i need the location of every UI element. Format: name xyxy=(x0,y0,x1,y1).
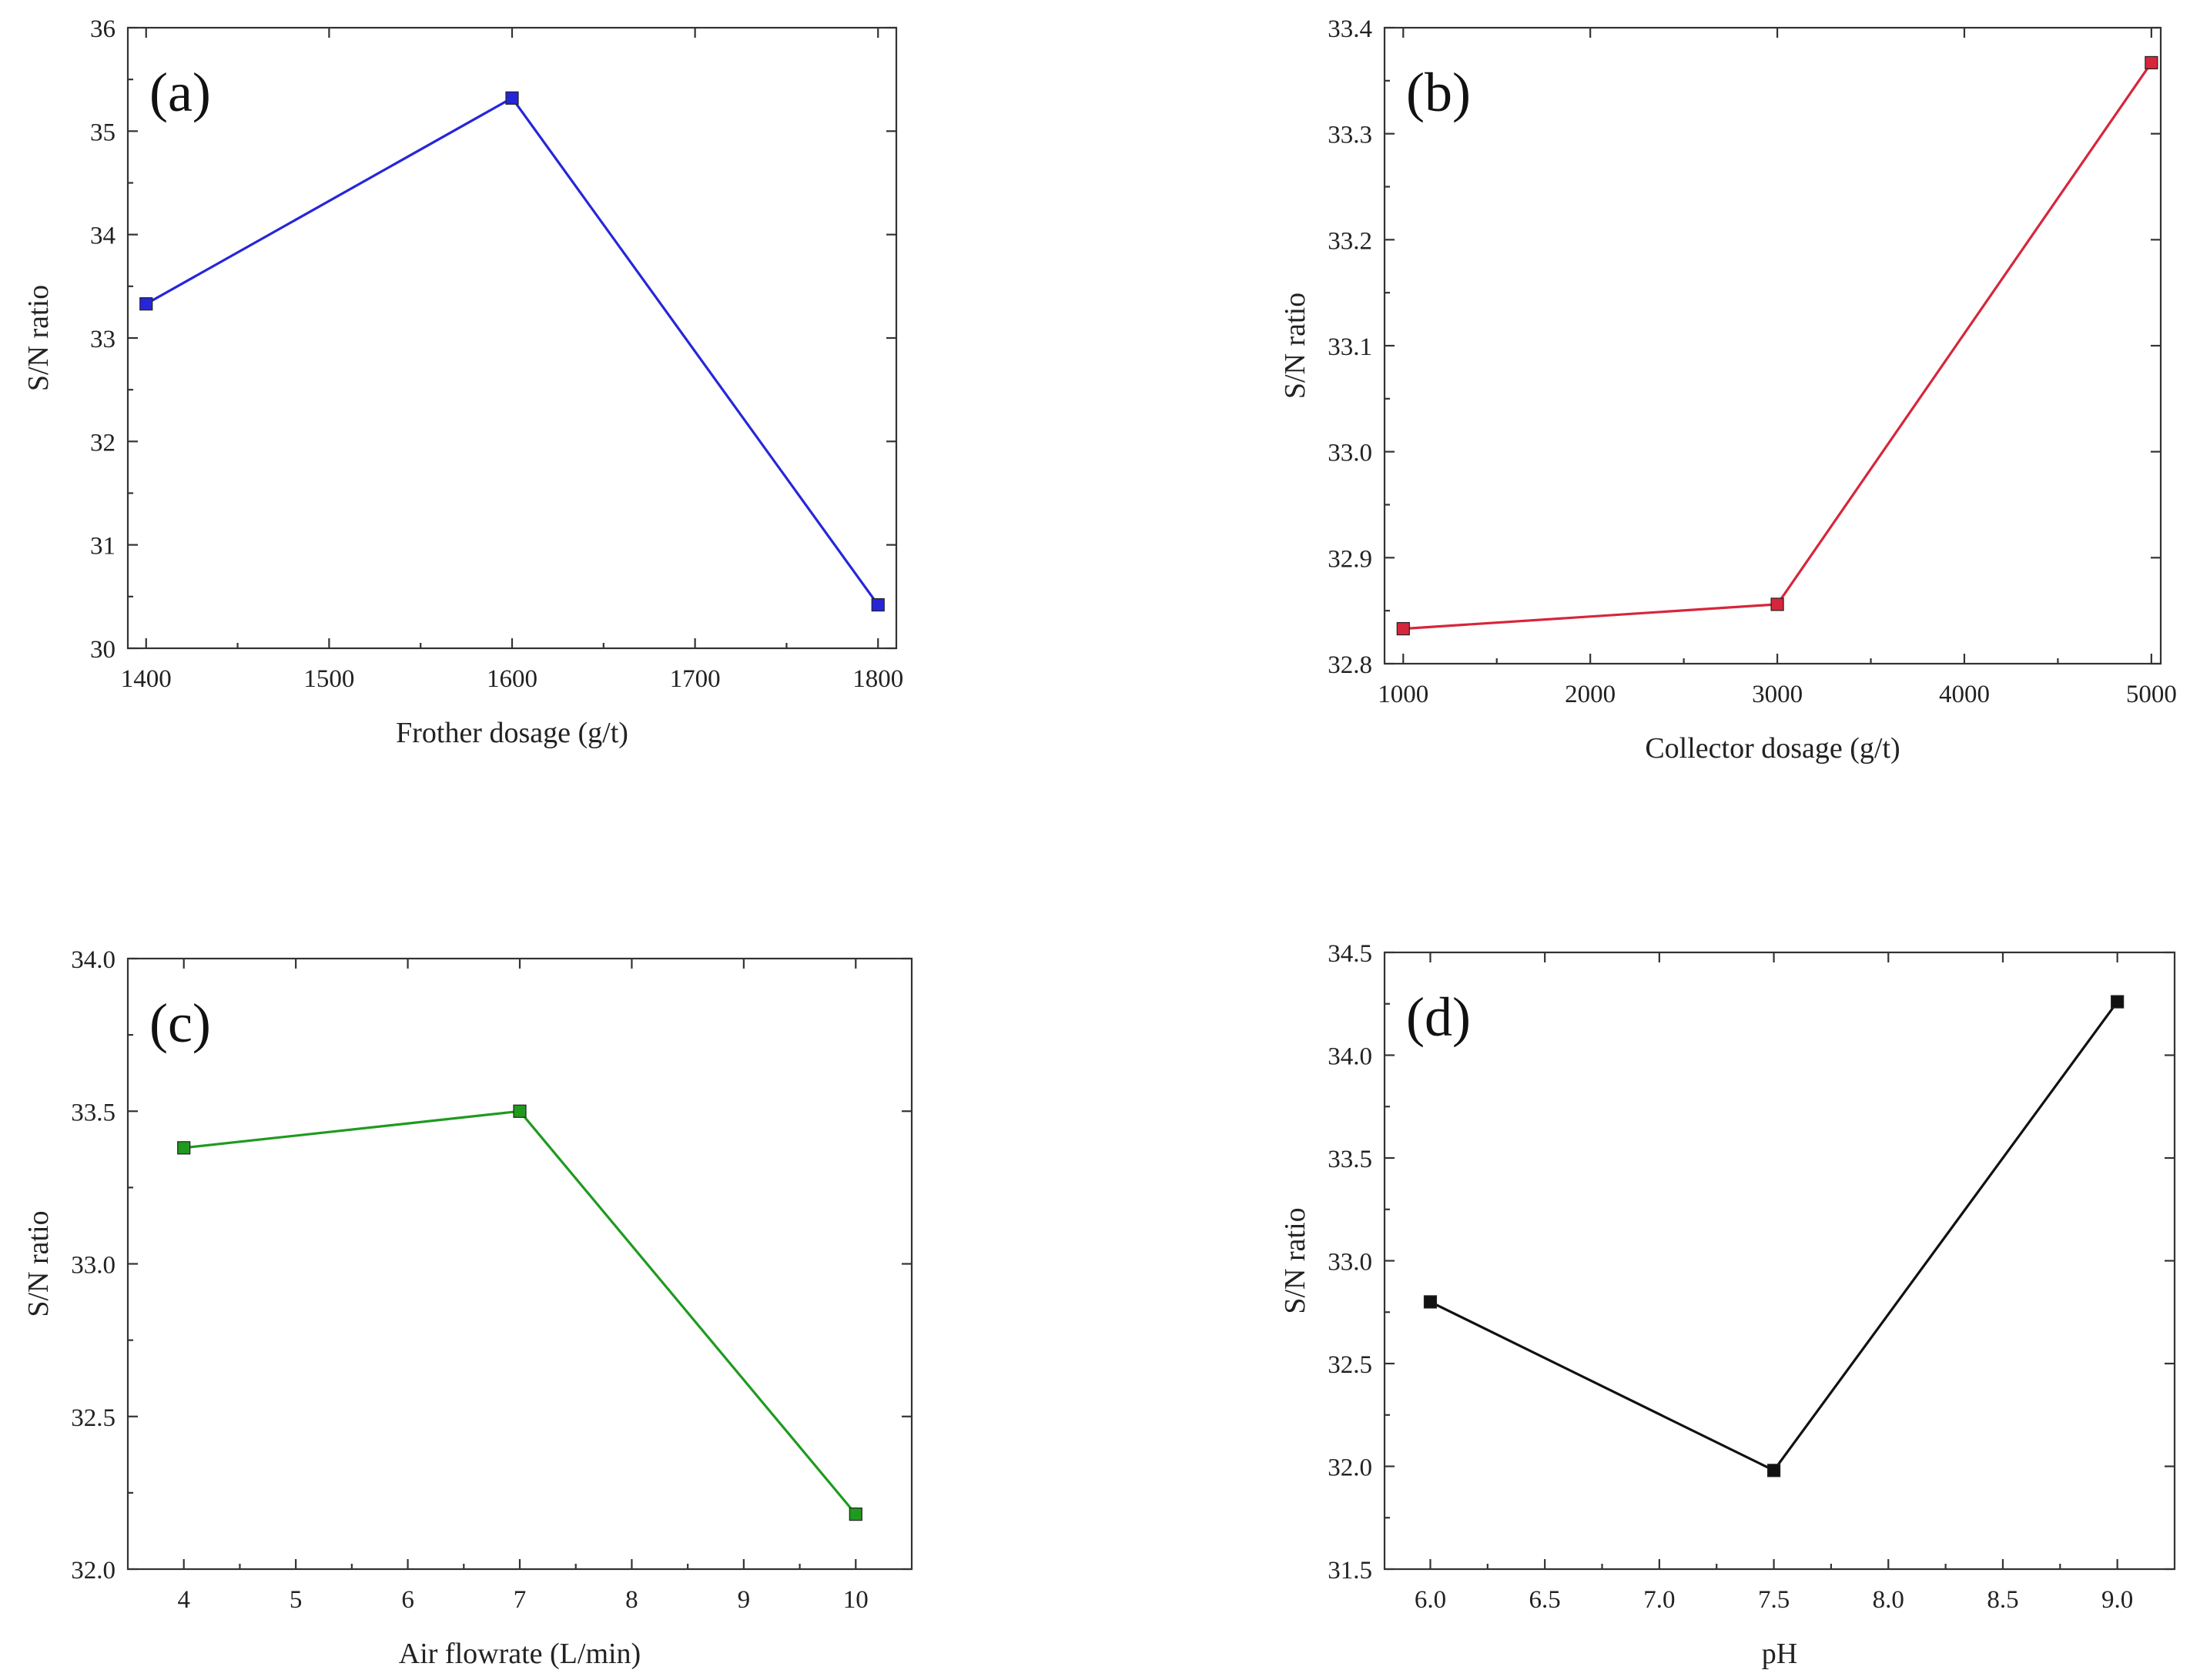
y-tick-label: 33.0 xyxy=(1328,440,1372,467)
chart-panel: 31.5 32.0 32.5 33.0 33.5 34.0 34.5 6.0 6.5 7.0 7.5… xyxy=(1279,940,2176,1670)
y-tick-label: 33.3 xyxy=(1328,122,1372,149)
x-tick-label: 5 xyxy=(290,1586,303,1614)
y-tick-label: 31 xyxy=(90,533,116,561)
x-tick-label: 1000 xyxy=(1378,681,1428,708)
data-point-marker xyxy=(1770,597,1784,611)
y-tick-label: 33.5 xyxy=(71,1099,116,1126)
y-axis-title: S/N ratio xyxy=(22,285,55,391)
y-axis-title: S/N ratio xyxy=(1279,293,1311,399)
y-tick-label: 35 xyxy=(90,119,116,146)
y-tick-label: 33.5 xyxy=(1328,1146,1372,1173)
x-tick-label: 9.0 xyxy=(2101,1586,2133,1614)
x-tick-label: 1400 xyxy=(121,665,172,693)
x-axis-title: Frother dosage (g/t) xyxy=(396,717,628,749)
panel-label: (c) xyxy=(149,992,211,1054)
x-tick-label: 8.5 xyxy=(1987,1586,2018,1614)
y-tick-label: 33.4 xyxy=(1328,15,1372,43)
y-tick-label: 32.0 xyxy=(71,1557,116,1585)
y-axis-title: S/N ratio xyxy=(1279,1207,1311,1314)
x-axis-title: Air flowrate (L/min) xyxy=(399,1638,641,1670)
y-tick-label: 32.9 xyxy=(1328,545,1372,573)
x-tick-label: 6 xyxy=(401,1586,414,1614)
x-tick-label: 6.5 xyxy=(1529,1586,1561,1614)
data-point-marker xyxy=(177,1141,191,1155)
y-tick-label: 34 xyxy=(90,223,116,250)
data-point-marker xyxy=(513,1104,527,1118)
y-tick-label: 33.1 xyxy=(1328,333,1372,361)
data-point-marker xyxy=(871,597,885,612)
y-tick-label: 30 xyxy=(90,636,116,664)
x-axis-title: pH xyxy=(1762,1638,1797,1670)
data-point-marker xyxy=(849,1508,862,1521)
data-point-marker xyxy=(505,91,519,105)
data-point-marker xyxy=(2111,995,2125,1009)
y-tick-label: 36 xyxy=(90,15,116,43)
x-tick-label: 1800 xyxy=(852,665,903,693)
data-point-marker xyxy=(1423,1295,1438,1309)
x-tick-label: 2000 xyxy=(1565,681,1616,708)
x-tick-label: 3000 xyxy=(1752,681,1803,708)
y-tick-label: 32 xyxy=(90,429,116,457)
data-point-marker xyxy=(139,297,153,311)
x-tick-label: 6.0 xyxy=(1415,1586,1446,1614)
x-tick-label: 1700 xyxy=(670,665,721,693)
x-tick-label: 1600 xyxy=(487,665,537,693)
x-tick-label: 7.5 xyxy=(1758,1586,1790,1614)
x-tick-label: 7.0 xyxy=(1643,1586,1675,1614)
y-tick-label: 33.0 xyxy=(1328,1249,1372,1277)
y-tick-label: 33.2 xyxy=(1328,227,1372,255)
panel-label: (d) xyxy=(1406,986,1471,1048)
data-point-marker xyxy=(1396,621,1410,636)
y-tick-label: 32.5 xyxy=(1328,1351,1372,1379)
x-tick-label: 5000 xyxy=(2126,681,2177,708)
panel-label: (b) xyxy=(1406,62,1471,123)
x-tick-label: 8.0 xyxy=(1873,1586,1904,1614)
x-tick-label: 4 xyxy=(177,1586,190,1614)
chart-panel: 32.0 32.5 33.0 33.5 34.0 4 5 6 7 8 9 10 Air flowrate… xyxy=(22,946,913,1670)
x-tick-label: 10 xyxy=(843,1586,869,1614)
panel-label: (a) xyxy=(149,62,211,123)
y-tick-label: 34.0 xyxy=(1328,1043,1372,1071)
x-tick-label: 7 xyxy=(514,1586,527,1614)
y-tick-label: 32.0 xyxy=(1328,1454,1372,1482)
y-tick-label: 32.8 xyxy=(1328,651,1372,679)
x-axis-title: Collector dosage (g/t) xyxy=(1645,732,1900,765)
y-tick-label: 32.5 xyxy=(71,1404,116,1432)
data-point-marker xyxy=(2145,55,2158,70)
y-tick-label: 31.5 xyxy=(1328,1557,1372,1585)
chart-panel: 30 31 32 33 34 35 36 1400 1500 1600 1700 1800 Frothe… xyxy=(22,15,903,749)
x-tick-label: 8 xyxy=(625,1586,638,1614)
y-tick-label: 33.0 xyxy=(71,1252,116,1280)
data-point-marker xyxy=(1766,1464,1781,1478)
y-tick-label: 34.0 xyxy=(71,946,116,974)
x-tick-label: 4000 xyxy=(1939,681,1990,708)
chart-panel: 32.8 32.9 33.0 33.1 33.2 33.3 33.4 1000 2000 3000… xyxy=(1279,15,2177,765)
y-tick-label: 33 xyxy=(90,326,116,353)
y-axis-title: S/N ratio xyxy=(22,1210,55,1317)
x-tick-label: 1500 xyxy=(303,665,354,693)
y-tick-label: 34.5 xyxy=(1328,940,1372,968)
x-tick-label: 9 xyxy=(738,1586,751,1614)
